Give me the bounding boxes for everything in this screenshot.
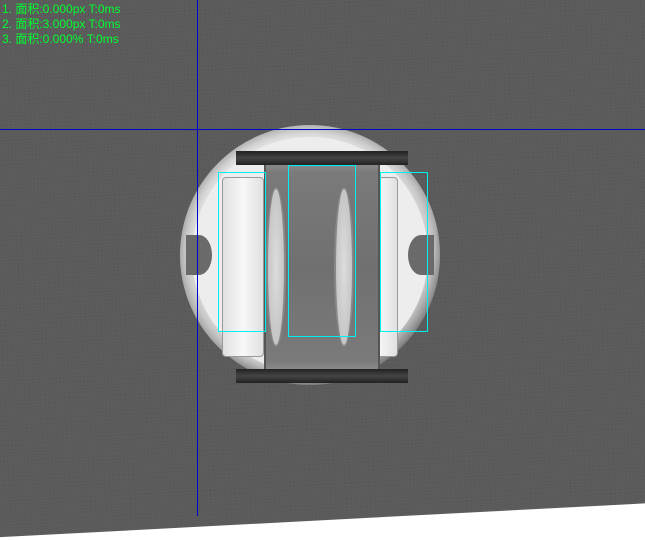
measure-line-2: 2. 面积:3.000px T:0ms [2, 17, 121, 32]
roi-box-2 [288, 165, 356, 337]
inspection-viewport: 1. 面积:0.000px T:0ms 2. 面积:3.000px T:0ms … [0, 0, 645, 516]
roi-box-1 [218, 172, 266, 332]
measure-line-1: 1. 面积:0.000px T:0ms [2, 2, 121, 17]
crosshair-vertical [197, 0, 198, 516]
disc-notch-left [186, 235, 212, 275]
measure-line-3: 3. 面积:0.000% T:0ms [2, 32, 121, 47]
roi-box-3 [380, 172, 428, 332]
lens-oval-left [266, 187, 286, 347]
crosshair-horizontal [0, 129, 645, 130]
